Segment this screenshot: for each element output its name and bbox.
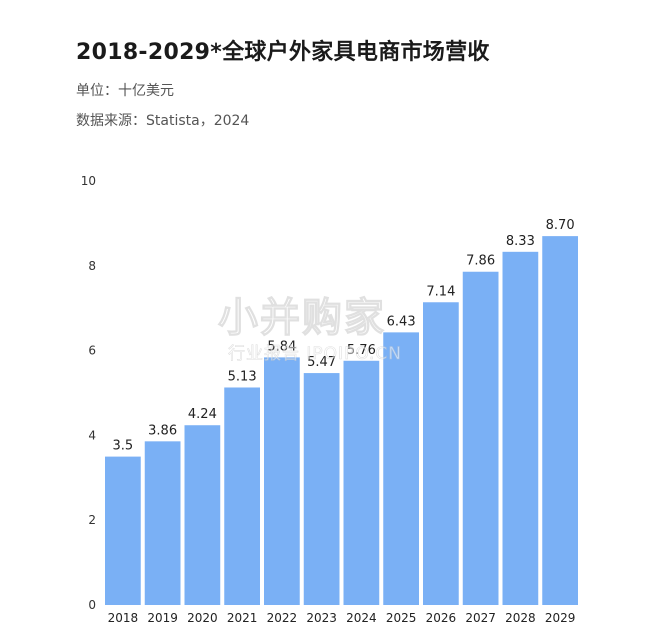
x-tick-label: 2020 bbox=[187, 611, 218, 625]
bar bbox=[144, 441, 181, 605]
bar bbox=[224, 387, 260, 605]
data-label: 5.47 bbox=[307, 355, 336, 370]
data-label: 7.86 bbox=[466, 254, 495, 269]
x-tick-label: 2018 bbox=[108, 611, 139, 625]
chart-title: 2018-2029*全球户外家具电商市场营收 bbox=[76, 40, 490, 65]
bar bbox=[383, 332, 419, 605]
data-label: 5.84 bbox=[267, 339, 296, 354]
x-tick-label: 2029 bbox=[545, 611, 576, 625]
y-tick-label: 0 bbox=[88, 598, 96, 612]
data-label: 5.76 bbox=[347, 343, 376, 358]
bar bbox=[105, 456, 141, 605]
bar bbox=[502, 251, 539, 606]
x-tick-label: 2022 bbox=[267, 611, 298, 625]
y-tick-label: 6 bbox=[88, 344, 96, 358]
data-label: 8.33 bbox=[506, 234, 535, 249]
source-label: 数据来源：Statista，2024 bbox=[76, 113, 250, 129]
bar bbox=[462, 271, 499, 605]
x-tick-label: 2028 bbox=[505, 611, 536, 625]
x-tick-label: 2027 bbox=[465, 611, 496, 625]
data-label: 6.43 bbox=[387, 314, 416, 329]
bar bbox=[303, 373, 340, 605]
bar bbox=[542, 236, 578, 605]
bar bbox=[423, 302, 459, 605]
y-tick-label: 10 bbox=[81, 174, 96, 188]
x-tick-label: 2026 bbox=[426, 611, 457, 625]
unit-label: 单位：十亿美元 bbox=[76, 83, 174, 99]
x-tick-label: 2019 bbox=[147, 611, 178, 625]
data-label: 7.14 bbox=[426, 284, 455, 299]
bar bbox=[264, 357, 300, 605]
bar bbox=[184, 425, 221, 605]
x-tick-label: 2021 bbox=[227, 611, 258, 625]
y-tick-label: 8 bbox=[88, 259, 96, 273]
x-tick-label: 2023 bbox=[306, 611, 337, 625]
bar bbox=[343, 360, 380, 605]
y-tick-label: 4 bbox=[88, 428, 96, 442]
data-label: 3.86 bbox=[148, 423, 177, 438]
x-tick-label: 2024 bbox=[346, 611, 377, 625]
x-tick-label: 2025 bbox=[386, 611, 417, 625]
data-label: 5.13 bbox=[228, 369, 257, 384]
data-label: 4.24 bbox=[188, 407, 217, 422]
y-tick-label: 2 bbox=[88, 513, 96, 527]
data-label: 3.5 bbox=[113, 439, 134, 454]
data-label: 8.70 bbox=[546, 218, 575, 233]
